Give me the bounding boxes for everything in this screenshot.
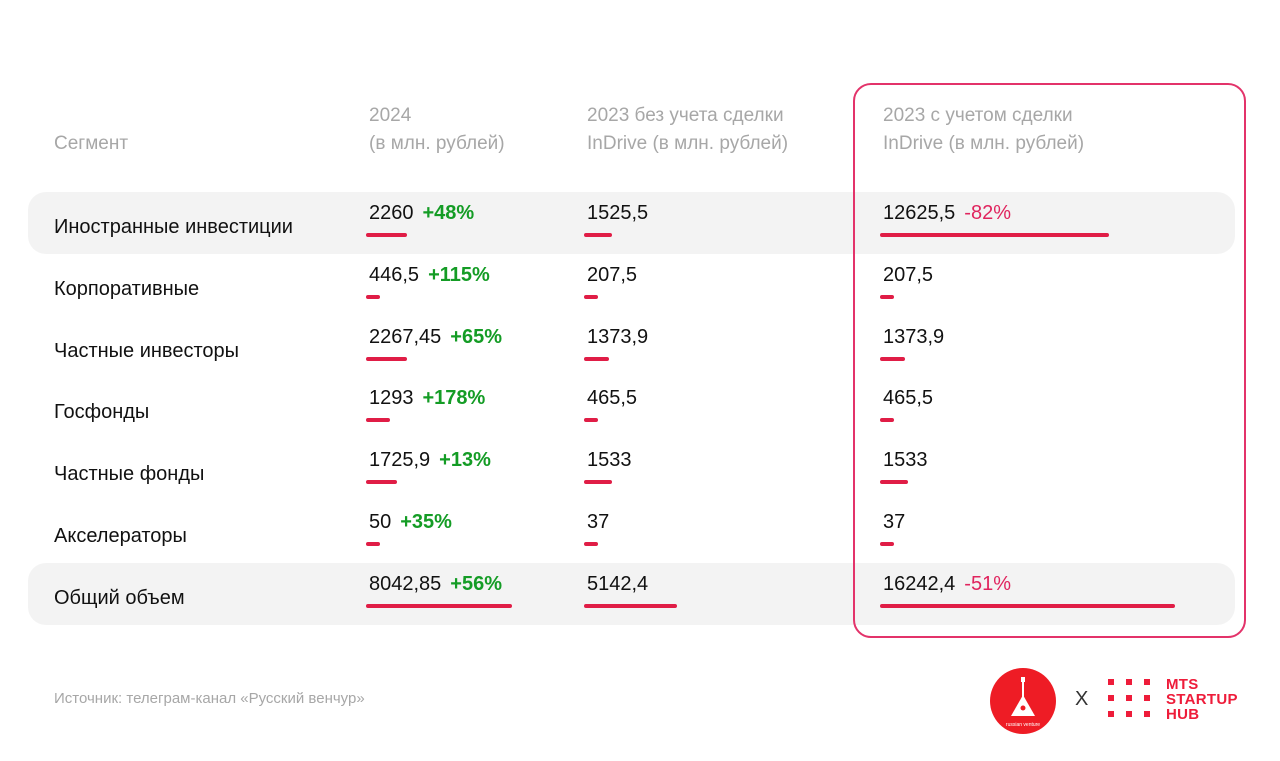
change-badge: +65% [450, 325, 503, 348]
value-bar [366, 356, 408, 361]
logo-separator: X [1075, 688, 1089, 710]
value-cell: 8042,85 +56% [369, 573, 502, 596]
value-bar [880, 418, 894, 423]
header-2024: 2024 (в млн. рублей) [369, 105, 505, 154]
value-text: 2260 [369, 202, 414, 224]
value-bar [366, 480, 398, 485]
value-text: 446,5 [369, 263, 420, 286]
value-cell: 207,5 [883, 264, 933, 287]
value-bar [880, 294, 894, 299]
value-bar [366, 603, 513, 608]
value-cell: 5142,4 [587, 573, 648, 596]
value-text: 1373,9 [587, 325, 649, 348]
value-text: 207,5 [587, 263, 638, 286]
value-cell: 207,5 [587, 264, 637, 287]
value-cell: 37 [587, 511, 609, 534]
value-cell: 16242,4 -51% [883, 573, 1011, 596]
value-cell: 2260 +48% [369, 202, 474, 225]
value-bar [366, 542, 380, 546]
value-cell: 1725,9 +13% [369, 449, 491, 472]
change-badge: +13% [439, 449, 491, 472]
value-cell: 1533 [587, 449, 632, 472]
change-badge: -82% [964, 202, 1011, 224]
value-bar [880, 356, 905, 361]
change-badge: +56% [450, 572, 503, 595]
value-bar [584, 356, 609, 361]
value-text: 8042,85 [369, 572, 442, 595]
change-badge: +178% [422, 387, 486, 410]
value-bar [366, 294, 380, 299]
mts-dots-icon [1108, 679, 1150, 717]
logo-caption: russian venture [1006, 722, 1040, 728]
value-text: 207,5 [883, 263, 934, 286]
segment-label: Иностранные инвестиции [54, 216, 293, 238]
value-cell: 1525,5 [587, 202, 648, 225]
value-text: 2267,45 [369, 325, 442, 348]
segment-label: Общий объем [54, 586, 185, 609]
change-badge: +35% [400, 511, 452, 533]
value-text: 1533 [587, 449, 632, 472]
header-segment: Сегмент [54, 133, 129, 154]
value-text: 1373,9 [883, 325, 945, 348]
balalaika-icon: russian venture [1006, 677, 1040, 728]
value-bar [584, 418, 598, 423]
highlight-frame-2023-with-deal [853, 83, 1246, 638]
value-cell: 1373,9 [587, 326, 648, 349]
value-text: 1293 [369, 387, 414, 410]
value-cell: 37 [883, 511, 905, 534]
change-badge: -51% [964, 572, 1011, 595]
value-bar [584, 233, 612, 237]
value-text: 50 [369, 511, 392, 533]
value-text: 465,5 [587, 387, 638, 410]
value-bar [584, 480, 612, 485]
value-cell: 50 +35% [369, 511, 452, 534]
russian-venture-logo: russian venture [990, 668, 1056, 734]
value-text: 1725,9 [369, 449, 431, 472]
source-note: Источник: телеграм-канал «Русский венчур… [54, 690, 365, 707]
value-text: 465,5 [883, 387, 934, 410]
change-badge: +115% [428, 263, 490, 286]
value-bar [584, 603, 678, 608]
value-bar [366, 233, 407, 237]
header-2023-without-deal: 2023 без учета сделки InDrive (в млн. ру… [587, 105, 789, 154]
value-cell: 1293 +178% [369, 387, 485, 410]
value-cell: 1373,9 [883, 326, 944, 349]
value-bar [584, 542, 598, 546]
segment-label: Госфонды [54, 401, 150, 424]
highlight-row-band [28, 192, 1235, 254]
value-bar [880, 542, 894, 546]
value-cell: 465,5 [883, 387, 933, 410]
segment-label: Корпоративные [54, 277, 200, 300]
value-cell: 12625,5 -82% [883, 202, 1011, 225]
value-text: 1533 [883, 449, 928, 472]
value-text: 1525,5 [587, 202, 649, 224]
value-bar [880, 480, 908, 485]
value-cell: 2267,45 +65% [369, 326, 502, 349]
mts-startup-hub-logo: MTS STARTUP HUB [1166, 676, 1238, 723]
value-text: 12625,5 [883, 202, 956, 224]
value-cell: 465,5 [587, 387, 637, 410]
change-badge: +48% [422, 202, 475, 224]
value-bar [880, 603, 1175, 608]
highlight-row-band [28, 562, 1235, 625]
segment-label: Акселераторы [54, 525, 187, 547]
value-text: 37 [883, 511, 906, 533]
value-text: 5142,4 [587, 572, 649, 595]
value-bar [880, 233, 1110, 237]
segment-label: Частные инвесторы [54, 339, 240, 362]
segment-label: Частные фонды [54, 463, 205, 486]
header-2023-with-deal: 2023 с учетом сделки InDrive (в млн. руб… [883, 105, 1085, 154]
value-text: 37 [587, 511, 610, 533]
value-bar [366, 418, 390, 423]
value-text: 16242,4 [883, 572, 956, 595]
value-cell: 446,5 +115% [369, 264, 490, 287]
value-bar [584, 294, 598, 299]
value-cell: 1533 [883, 449, 928, 472]
